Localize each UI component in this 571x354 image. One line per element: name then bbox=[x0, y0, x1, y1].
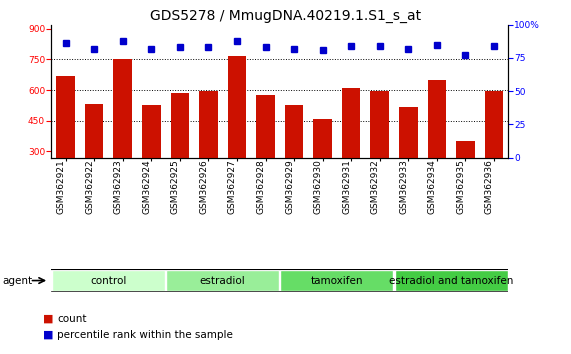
Text: GDS5278 / MmugDNA.40219.1.S1_s_at: GDS5278 / MmugDNA.40219.1.S1_s_at bbox=[150, 9, 421, 23]
Text: GSM362928: GSM362928 bbox=[256, 159, 266, 214]
Text: GSM362922: GSM362922 bbox=[85, 159, 94, 214]
Bar bbox=[85, 104, 103, 213]
Text: GSM362923: GSM362923 bbox=[114, 159, 123, 214]
Text: GSM362931: GSM362931 bbox=[342, 159, 351, 214]
Bar bbox=[114, 59, 132, 213]
Bar bbox=[280, 270, 393, 291]
Bar bbox=[52, 270, 165, 291]
Text: GSM362926: GSM362926 bbox=[199, 159, 208, 214]
Bar bbox=[485, 91, 503, 213]
Text: GSM362924: GSM362924 bbox=[142, 159, 151, 214]
Text: GSM362932: GSM362932 bbox=[371, 159, 380, 214]
Bar bbox=[228, 56, 246, 213]
Text: tamoxifen: tamoxifen bbox=[311, 275, 363, 286]
Bar bbox=[399, 108, 417, 213]
Text: GSM362935: GSM362935 bbox=[456, 159, 465, 214]
Text: GSM362925: GSM362925 bbox=[171, 159, 180, 214]
Bar bbox=[395, 270, 508, 291]
Bar bbox=[285, 105, 303, 213]
Bar bbox=[456, 141, 475, 213]
Text: estradiol: estradiol bbox=[200, 275, 246, 286]
Text: ■: ■ bbox=[43, 314, 54, 324]
Text: ■: ■ bbox=[43, 330, 54, 339]
Bar bbox=[199, 91, 218, 213]
Text: GSM362933: GSM362933 bbox=[399, 159, 408, 214]
Text: GSM362921: GSM362921 bbox=[57, 159, 66, 214]
Text: GSM362936: GSM362936 bbox=[485, 159, 494, 214]
Text: count: count bbox=[57, 314, 87, 324]
Text: estradiol and tamoxifen: estradiol and tamoxifen bbox=[389, 275, 513, 286]
Bar bbox=[57, 76, 75, 213]
Text: percentile rank within the sample: percentile rank within the sample bbox=[57, 330, 233, 339]
Text: GSM362930: GSM362930 bbox=[313, 159, 323, 214]
Bar bbox=[342, 88, 360, 213]
Bar bbox=[371, 91, 389, 213]
Text: control: control bbox=[90, 275, 127, 286]
Bar bbox=[428, 80, 446, 213]
Text: GSM362927: GSM362927 bbox=[228, 159, 237, 214]
Bar bbox=[256, 95, 275, 213]
Bar bbox=[142, 105, 160, 213]
Bar bbox=[171, 93, 189, 213]
Bar bbox=[166, 270, 279, 291]
Text: GSM362929: GSM362929 bbox=[285, 159, 294, 214]
Bar bbox=[313, 119, 332, 213]
Text: agent: agent bbox=[3, 275, 33, 286]
Text: GSM362934: GSM362934 bbox=[428, 159, 437, 214]
